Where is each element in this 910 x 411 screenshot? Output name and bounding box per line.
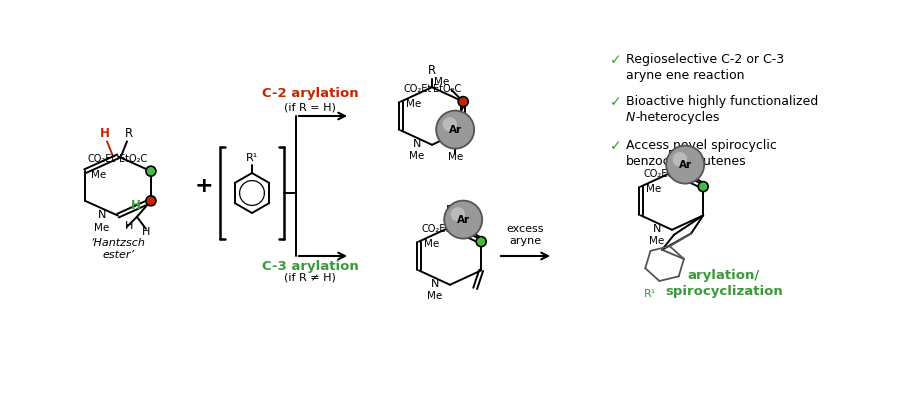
Text: aryne ene reaction: aryne ene reaction <box>626 69 744 82</box>
Text: Me: Me <box>434 76 450 87</box>
Text: C-3 arylation: C-3 arylation <box>262 260 359 273</box>
Circle shape <box>146 166 156 176</box>
Text: C-2 arylation: C-2 arylation <box>262 87 359 100</box>
Text: Ar: Ar <box>449 125 461 134</box>
Circle shape <box>698 182 708 192</box>
Text: R: R <box>446 204 454 217</box>
Circle shape <box>672 152 687 166</box>
Text: CO₂Et: CO₂Et <box>422 224 450 233</box>
Circle shape <box>666 145 704 184</box>
Text: R¹: R¹ <box>644 289 656 299</box>
Text: Access novel spirocyclic: Access novel spirocyclic <box>626 139 777 152</box>
Circle shape <box>436 111 474 149</box>
Text: H: H <box>131 199 141 212</box>
Text: ✓: ✓ <box>610 139 622 153</box>
Text: N: N <box>653 224 662 233</box>
Text: CO₂Et: CO₂Et <box>643 169 672 179</box>
Text: (if R = H): (if R = H) <box>284 102 336 112</box>
Circle shape <box>476 237 486 247</box>
Circle shape <box>442 117 457 132</box>
Circle shape <box>146 196 156 206</box>
Text: ‘Hantzsch
ester’: ‘Hantzsch ester’ <box>91 238 146 261</box>
Text: H: H <box>100 127 110 141</box>
Text: Me: Me <box>649 236 664 246</box>
Text: R: R <box>428 64 436 77</box>
Text: R¹: R¹ <box>246 153 258 163</box>
Text: -heterocycles: -heterocycles <box>635 111 720 124</box>
Text: Me: Me <box>406 99 421 109</box>
Text: Me: Me <box>424 239 439 249</box>
Text: R: R <box>125 127 133 141</box>
Text: Bioactive highly functionalized: Bioactive highly functionalized <box>626 95 818 108</box>
Text: benzocyclobutenes: benzocyclobutenes <box>626 155 746 168</box>
Text: EtO₂C: EtO₂C <box>433 83 461 94</box>
Text: arylation/
spirocyclization: arylation/ spirocyclization <box>665 269 783 298</box>
Text: Me: Me <box>646 184 661 194</box>
Text: excess
aryne: excess aryne <box>506 224 544 246</box>
Circle shape <box>458 97 468 106</box>
Text: R: R <box>668 149 676 162</box>
Text: EtO₂C: EtO₂C <box>449 224 477 233</box>
Text: H: H <box>142 227 150 237</box>
Text: Ar: Ar <box>457 215 470 224</box>
Text: Regioselective C-2 or C-3: Regioselective C-2 or C-3 <box>626 53 784 66</box>
Text: Me: Me <box>409 150 424 161</box>
Text: ✓: ✓ <box>610 53 622 67</box>
Text: N: N <box>413 139 421 149</box>
Text: EtO₂C: EtO₂C <box>671 169 699 179</box>
Circle shape <box>450 207 465 222</box>
Text: Ar: Ar <box>679 159 692 170</box>
Circle shape <box>444 201 482 239</box>
Text: N: N <box>626 111 635 124</box>
Text: Me: Me <box>448 152 463 162</box>
Text: H: H <box>125 221 133 231</box>
Text: Me: Me <box>91 170 106 180</box>
Text: N: N <box>431 279 440 289</box>
Text: CO₂Et: CO₂Et <box>87 154 116 164</box>
Text: Me: Me <box>427 291 442 300</box>
Text: +: + <box>195 176 213 196</box>
Text: ✓: ✓ <box>610 95 622 109</box>
Text: N: N <box>98 210 106 220</box>
Text: CO₂Et: CO₂Et <box>404 83 432 94</box>
Text: EtO₂C: EtO₂C <box>118 154 147 164</box>
Text: (if R ≠ H): (if R ≠ H) <box>284 272 336 282</box>
Text: Me: Me <box>94 223 109 233</box>
